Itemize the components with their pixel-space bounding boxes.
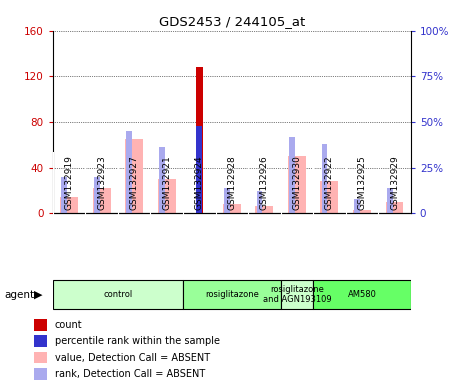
Bar [322,144,327,213]
Text: ▶: ▶ [34,290,43,300]
Bar [158,179,176,213]
Bar [280,280,313,310]
Bar [224,188,230,213]
Bar [387,188,392,213]
Text: GSM132925: GSM132925 [358,155,366,210]
Text: GSM132926: GSM132926 [260,155,269,210]
Text: agent: agent [5,290,35,300]
Text: count: count [55,320,82,330]
Bar [255,206,273,213]
Bar [257,191,263,213]
Title: GDS2453 / 244105_at: GDS2453 / 244105_at [159,15,305,28]
Text: GSM132930: GSM132930 [292,155,302,210]
Bar [353,210,371,213]
Text: rosiglitazone: rosiglitazone [205,290,259,299]
Bar [223,204,241,213]
Text: GSM132922: GSM132922 [325,155,334,210]
Text: value, Detection Call = ABSENT: value, Detection Call = ABSENT [55,353,210,362]
Bar [53,280,183,310]
Text: GSM132924: GSM132924 [195,155,204,210]
Text: percentile rank within the sample: percentile rank within the sample [55,336,219,346]
Bar [313,280,411,310]
Text: rosiglitazone
and AGN193109: rosiglitazone and AGN193109 [263,285,331,304]
Text: GSM132919: GSM132919 [65,155,73,210]
Bar [60,197,78,213]
Bar [126,131,132,213]
Text: GSM132929: GSM132929 [390,155,399,210]
Text: GSM132928: GSM132928 [227,155,236,210]
Text: control: control [103,290,133,299]
Bar [61,177,67,213]
Bar [34,352,47,364]
Bar [183,280,280,310]
Text: AM580: AM580 [347,290,376,299]
Bar [354,199,360,213]
Bar [34,335,47,347]
Text: rank, Detection Call = ABSENT: rank, Detection Call = ABSENT [55,369,205,379]
Bar [125,139,143,213]
Bar [320,181,338,213]
Bar [288,156,306,213]
Text: GSM132923: GSM132923 [97,155,106,210]
Bar [196,67,203,213]
Bar [94,177,100,213]
Bar [386,202,403,213]
Text: GSM132927: GSM132927 [129,155,139,210]
Bar [159,147,165,213]
Text: GSM132921: GSM132921 [162,155,171,210]
Bar [93,188,111,213]
Bar [289,136,295,213]
Bar [34,368,47,380]
Bar [196,126,202,213]
Bar [34,319,47,331]
